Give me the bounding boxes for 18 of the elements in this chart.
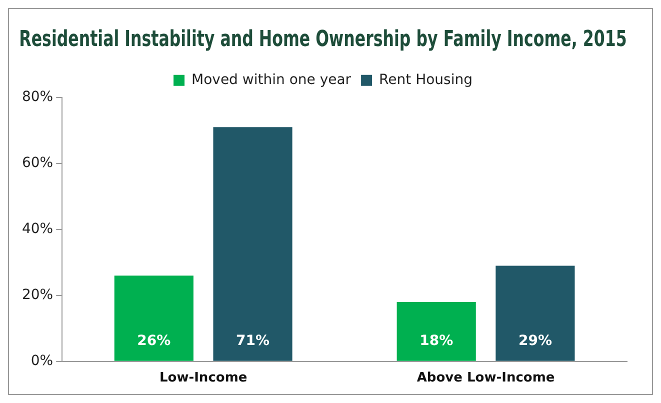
- x-tick-label: Above Low-Income: [416, 370, 555, 386]
- legend-label: Moved within one year: [192, 72, 352, 88]
- chart-title: Residential Instability and Home Ownership by Family Income, 2015: [19, 25, 627, 52]
- x-tick-label: Low-Income: [159, 370, 248, 386]
- data-label: 26%: [137, 333, 171, 350]
- y-tick-label: 20%: [22, 287, 54, 304]
- legend-label: Rent Housing: [379, 72, 472, 88]
- bar: [496, 266, 575, 361]
- y-tick-label: 60%: [22, 155, 54, 172]
- bar: [213, 127, 292, 361]
- data-label: 29%: [518, 333, 552, 350]
- bar: [396, 302, 476, 361]
- data-label: 71%: [236, 333, 270, 350]
- y-tick-label: 40%: [22, 221, 54, 238]
- y-tick-label: 80%: [22, 89, 54, 106]
- data-label: 18%: [420, 333, 454, 350]
- y-tick-label: 0%: [30, 353, 54, 370]
- bar: [114, 276, 194, 361]
